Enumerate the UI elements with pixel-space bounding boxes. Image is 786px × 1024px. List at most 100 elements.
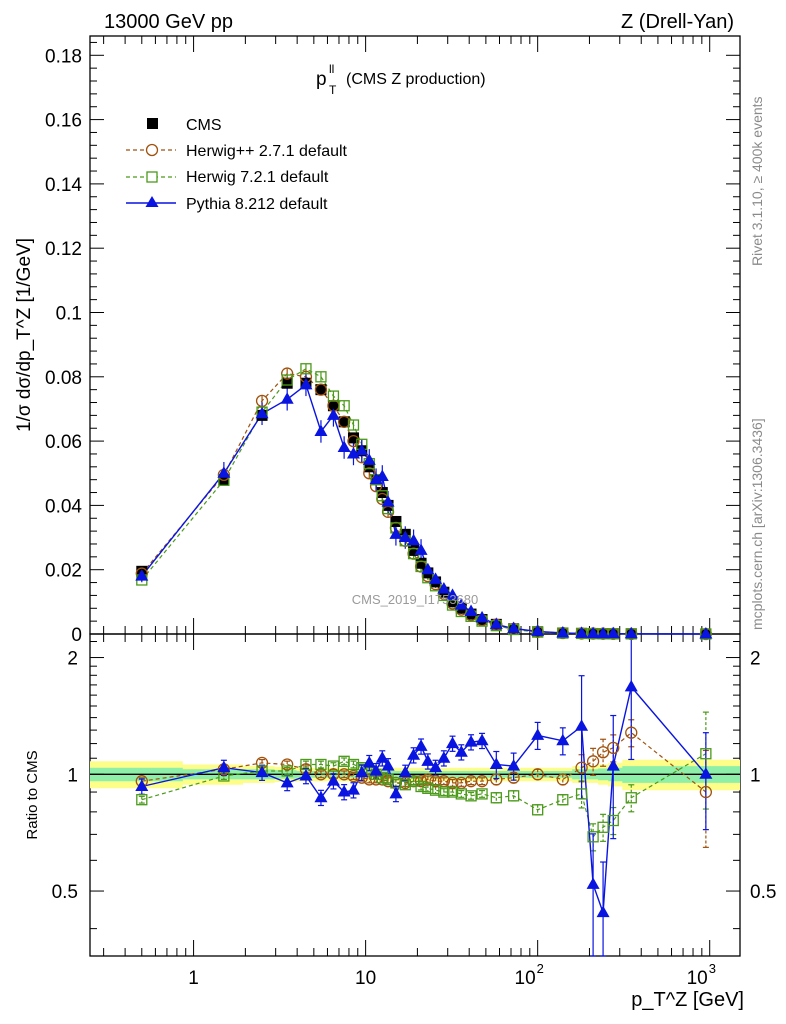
main-point-3 xyxy=(454,598,468,610)
ratio-point-3 xyxy=(507,759,521,771)
series-lines xyxy=(138,363,709,957)
main-point-3 xyxy=(326,408,340,420)
x-tick-label: 1 xyxy=(188,968,199,989)
ratio-point-3 xyxy=(489,757,503,769)
main-point-1 xyxy=(281,367,294,380)
ratio-point-1 xyxy=(699,785,713,799)
header-right: Z (Drell-Yan) xyxy=(621,11,734,33)
legend: CMS Herwig++ 2.7.1 default Herwig 7.2.1 … xyxy=(126,117,348,213)
ratio-point-3 xyxy=(369,763,383,776)
ratio-point-1 xyxy=(314,768,328,781)
x-axis-title: p_T^Z [GeV] xyxy=(631,989,744,1011)
main-point-3 xyxy=(421,562,435,575)
ratio-point-2 xyxy=(575,788,588,800)
main-point-3 xyxy=(475,610,489,623)
ratio-point-3 xyxy=(531,728,545,740)
x-tick-label: 10 3 xyxy=(687,961,716,989)
legend-label-herwig7: Herwig 7.2.1 default xyxy=(186,169,329,186)
ratio-point-1 xyxy=(586,755,600,768)
ratio-point-3 xyxy=(429,760,443,773)
plot-title-main: p xyxy=(316,69,327,90)
ratio-point-3 xyxy=(255,765,269,778)
ratio-panel-frame xyxy=(89,633,741,957)
main-point-2 xyxy=(338,400,350,412)
ratio-point-2 xyxy=(382,773,394,786)
ratio-point-3 xyxy=(414,739,428,751)
ratio-y-tick-label: 1 xyxy=(67,765,78,786)
ratio-point-3 xyxy=(586,877,600,889)
ratio-point-2 xyxy=(376,772,388,784)
ratio-point-2 xyxy=(422,782,434,794)
x-axis-title-text: p_T^Z [GeV] xyxy=(631,989,744,1011)
main-point-2 xyxy=(347,419,360,431)
main-point-3 xyxy=(398,530,412,543)
main-point-0 xyxy=(376,487,388,499)
ratio-series-line-2 xyxy=(141,753,707,838)
ratio-series-line-3 xyxy=(141,685,707,913)
legend-marker-cms xyxy=(147,118,158,129)
series-marks xyxy=(135,363,713,918)
main-point-0 xyxy=(327,400,339,412)
plot-title-rest: (CMS Z production) xyxy=(346,71,486,88)
ratio-point-3 xyxy=(299,768,313,781)
main-point-3 xyxy=(507,621,521,634)
main-point-0 xyxy=(390,515,402,527)
ratio-point-2 xyxy=(587,831,599,843)
main-point-1 xyxy=(363,467,376,480)
ratio-point-1 xyxy=(575,761,588,774)
main-point-0 xyxy=(447,596,459,608)
main-point-0 xyxy=(408,544,420,556)
ratio-point-2 xyxy=(438,786,450,798)
ratio-point-2 xyxy=(327,760,340,772)
main-point-1 xyxy=(337,415,351,428)
main-point-0 xyxy=(347,432,359,444)
header-left: 13000 GeV pp xyxy=(104,11,233,33)
ratio-y-tick-label-right: 2 xyxy=(750,649,761,670)
ratio-point-2 xyxy=(136,794,148,806)
ratio-point-2 xyxy=(532,804,544,816)
main-point-3 xyxy=(135,569,149,581)
ratio-point-2 xyxy=(465,790,477,802)
main-point-2 xyxy=(300,363,312,375)
x-tick-label-text: 1 xyxy=(188,968,199,989)
y-tick-label: 0.06 xyxy=(45,432,82,453)
ratio-point-1 xyxy=(446,776,459,790)
legend-marker-pythia xyxy=(145,196,159,207)
main-point-2 xyxy=(281,374,293,386)
x-tick-label-exp: 2 xyxy=(537,961,544,976)
main-point-3 xyxy=(556,626,570,638)
legend-item-pythia: Pythia 8.212 default xyxy=(126,196,328,213)
ratio-point-3 xyxy=(575,719,589,731)
legend-item-cms: CMS xyxy=(147,117,222,134)
y-axis-title-main: 1/σ dσ/dp_T^Z [1/GeV] xyxy=(14,238,35,432)
main-point-0 xyxy=(315,384,327,396)
main-point-3 xyxy=(586,626,600,639)
y-axis-title-main-text: 1/σ dσ/dp_T^Z [1/GeV] xyxy=(14,238,35,432)
ratio-point-2 xyxy=(507,790,520,802)
ratio-point-3 xyxy=(421,754,435,766)
ratio-point-3 xyxy=(437,751,451,763)
ratio-point-1 xyxy=(507,771,520,784)
ratio-point-2 xyxy=(399,779,411,791)
ratio-point-2 xyxy=(607,814,619,827)
legend-item-herwig7: Herwig 7.2.1 default xyxy=(126,169,329,186)
x-tick-label-exp: 3 xyxy=(709,961,716,976)
main-point-3 xyxy=(389,527,403,539)
main-point-3 xyxy=(596,626,610,639)
legend-marker-herwigpp xyxy=(145,143,159,157)
ratio-point-1 xyxy=(281,758,294,771)
ratio-point-3 xyxy=(346,783,360,795)
ratio-point-1 xyxy=(429,775,442,788)
main-point-0 xyxy=(281,377,293,389)
side-label-rivet: Rivet 3.1.10, ≥ 400k events xyxy=(749,96,765,266)
ratio-point-2 xyxy=(557,794,569,806)
main-point-3 xyxy=(464,604,478,616)
ratio-y-tick-label: 0.5 xyxy=(52,882,78,903)
y-tick-label: 0.08 xyxy=(45,368,82,389)
y-tick-label: 0 xyxy=(71,625,82,646)
legend-marker-herwig7 xyxy=(146,171,158,183)
ratio-point-3 xyxy=(375,751,389,763)
plot-title-sub: T xyxy=(329,83,337,97)
